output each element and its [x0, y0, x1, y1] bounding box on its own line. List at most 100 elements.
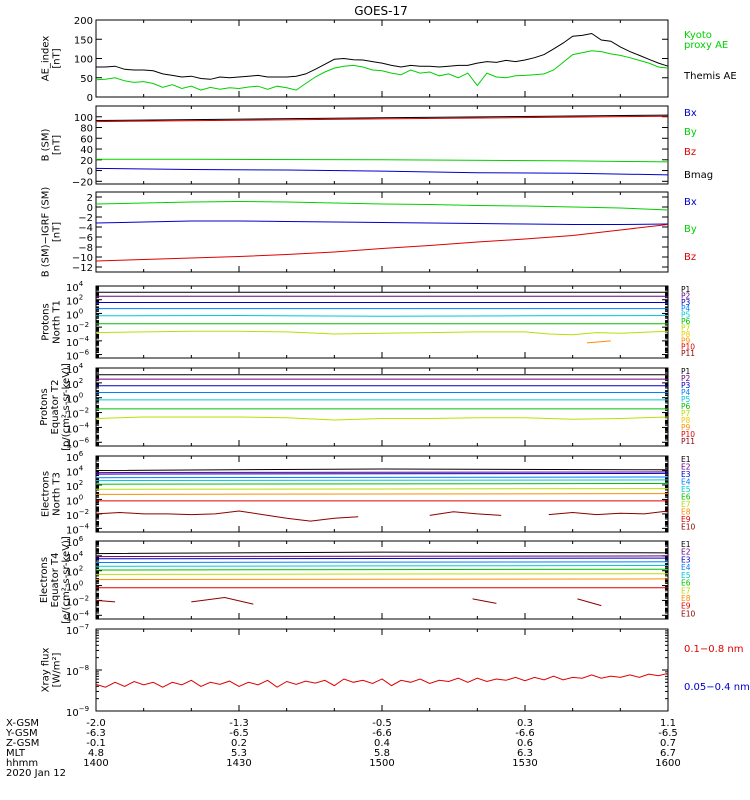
y-tick-label-group: 10−6 [66, 349, 90, 363]
legend-e4: E4 [681, 478, 691, 487]
series-e10-b [429, 511, 502, 516]
legend-e3: E3 [681, 555, 691, 564]
legend-0-05-0-4-nm: 0.05−0.4 nm [684, 682, 750, 693]
x-row-value: 0.6 [517, 738, 533, 749]
y-tick-label: 200 [74, 16, 93, 27]
y-tick-exponent: 2 [79, 479, 83, 487]
series-e8 [95, 493, 669, 495]
panel-xray: 10−9 10−8 10−7 Xray flux [W/m²] 0.1−0.8 nm 0.0… [41, 623, 750, 719]
y-tick-label-group: 104 [66, 464, 84, 478]
y-axis-label: B (SM) [41, 128, 52, 161]
y-tick-exponent: −4 [79, 609, 90, 617]
x-row-value: 0.2 [231, 738, 247, 749]
series-e7 [95, 573, 669, 575]
series-e2 [95, 471, 669, 474]
legend-p4: P4 [681, 388, 691, 397]
legend-e5: E5 [681, 571, 691, 580]
legend-by: By [684, 127, 697, 138]
x-row-value: -0.5 [372, 718, 392, 729]
y-tick-label: 102 [66, 294, 83, 308]
legend-p4: P4 [681, 304, 691, 313]
x-row-value: 1600 [655, 758, 680, 769]
x-row-value: 1500 [369, 758, 394, 769]
series-kyoto-proxy-ae [95, 50, 669, 91]
legend-bz: Bz [684, 252, 696, 263]
y-axis-label: AE_index [41, 36, 52, 82]
legend-0-1-0-8-nm: 0.1−0.8 nm [684, 644, 743, 655]
y-tick-label: −4 [78, 223, 93, 234]
x-row-value: 4.8 [88, 748, 104, 759]
x-row-value: 0.3 [517, 718, 533, 729]
y-tick-exponent: 0 [79, 307, 83, 315]
series-e8 [95, 578, 669, 581]
series-e10-d [577, 598, 602, 607]
series-bz [95, 224, 669, 262]
series-e10-a [95, 599, 116, 603]
y-tick-exponent: 0 [79, 493, 83, 501]
series-bmag [95, 114, 669, 121]
x-row-value: -2.0 [86, 718, 106, 729]
y-tick-label: 100 [74, 113, 93, 124]
legend-e10: E10 [681, 609, 696, 618]
y-tick-label: 106 [66, 450, 84, 464]
series-p7 [95, 416, 669, 421]
y-tick-label-group: 10−7 [66, 623, 89, 637]
legend-e1: E1 [681, 455, 691, 464]
legend-e6: E6 [681, 579, 691, 588]
y-tick-label: −20 [72, 177, 93, 188]
y-tick-label-group: 10−2 [66, 508, 89, 522]
x-row-label: hhmm [6, 758, 38, 769]
y-axis-label: Electrons [41, 471, 52, 517]
x-row-value: -6.3 [86, 728, 106, 739]
series-e10-c [548, 510, 669, 516]
legend-e7: E7 [681, 500, 691, 509]
legend-bx: Bx [684, 197, 697, 208]
x-row-label: MLT [6, 748, 26, 759]
y-tick-exponent: 0 [79, 580, 83, 588]
x-row-value: 1430 [226, 758, 251, 769]
legend-p9: P9 [681, 423, 691, 432]
x-row-value: -6.6 [372, 728, 392, 739]
date-label: 2020 Jan 12 [6, 768, 66, 779]
chart-title: GOES-17 [354, 4, 408, 18]
y-tick-label-group: 106 [66, 450, 84, 464]
series-e6 [95, 483, 669, 485]
y-tick-exponent: −7 [79, 623, 89, 631]
y-tick-label: 80 [80, 124, 93, 135]
series-e4 [95, 476, 669, 479]
y-tick-label: 2 [87, 193, 93, 204]
y-tick-label: 50 [80, 74, 93, 85]
y-tick-exponent: 2 [79, 377, 83, 385]
x-row-value: 1400 [83, 758, 108, 769]
x-row-value: -6.6 [515, 728, 535, 739]
y-tick-exponent: 4 [79, 362, 84, 370]
legend-e9: E9 [681, 602, 691, 611]
legend-p11: P11 [681, 349, 695, 358]
y-tick-exponent: −9 [79, 705, 89, 713]
series-themis-ae [96, 32, 669, 80]
legend-p2: P2 [681, 374, 691, 383]
y-axis-label: North T1 [52, 300, 63, 344]
series-e7 [95, 488, 669, 490]
y-tick-label: −6 [78, 233, 93, 244]
y-tick-label: 100 [74, 55, 93, 66]
y-axis-label: Equator T4 [50, 553, 61, 608]
legend-e8: E8 [681, 508, 691, 517]
y-tick-exponent: 4 [79, 550, 84, 558]
panel-b_igrf: −12−10−8−6−4−202 B (SM)−IGRF (SM) [nT] Bx By… [41, 187, 697, 278]
series-e4 [95, 561, 669, 563]
series-e5 [95, 479, 669, 482]
y-axis-label: [W/m²] [52, 652, 63, 687]
y-tick-label-group: 100 [66, 493, 83, 507]
legend-bx: Bx [684, 108, 697, 119]
series-by [95, 200, 669, 211]
legend-e7: E7 [681, 586, 691, 595]
series-e10-b [191, 596, 254, 605]
x-row-value: 0.4 [374, 738, 390, 749]
legend-e6: E6 [681, 493, 691, 502]
legend-p7: P7 [681, 409, 691, 418]
